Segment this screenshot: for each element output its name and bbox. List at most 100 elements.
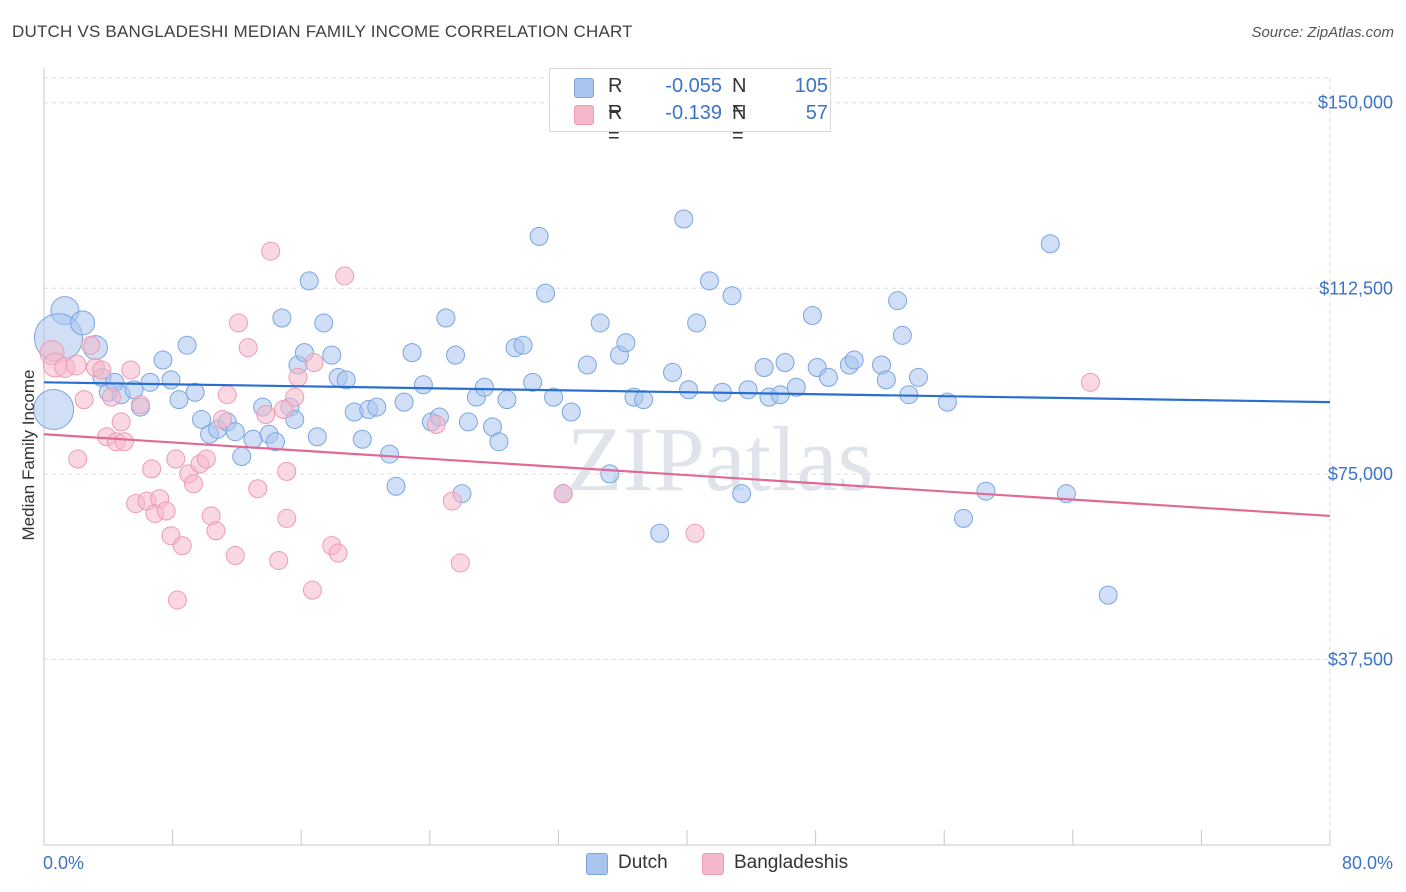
dutch-point — [561, 402, 581, 422]
dutch-point — [754, 357, 774, 377]
dutch-point — [650, 523, 670, 543]
dutch-point — [272, 308, 292, 328]
y-tick-label: $37,500 — [1328, 649, 1393, 669]
bangladeshi-point — [121, 360, 141, 380]
dutch-point — [192, 409, 212, 429]
bangladeshi-point — [65, 354, 87, 376]
y-tick-labels: $150,000 $112,500 $75,000 $37,500 — [1318, 93, 1393, 670]
dutch-point — [888, 291, 908, 311]
x-tick-label: 80.0% — [1342, 853, 1393, 873]
dutch-point — [413, 375, 433, 395]
r-value: -0.139 — [665, 102, 722, 124]
trend-lines — [43, 381, 1331, 518]
dutch-points — [33, 209, 1118, 605]
bangladeshi-point — [335, 266, 355, 286]
dutch-point — [523, 372, 543, 392]
bangladeshi-point — [142, 459, 162, 479]
bangladeshi-point — [111, 412, 131, 432]
bangladeshi-point — [685, 523, 705, 543]
bangladeshi-point — [114, 432, 134, 452]
dutch-point — [352, 429, 372, 449]
dutch-trend-line — [43, 381, 1331, 404]
dutch-point — [937, 392, 957, 412]
bangladeshi-point — [212, 409, 232, 429]
dutch-point — [140, 372, 160, 392]
dutch-point — [489, 432, 509, 452]
dutch-point — [786, 377, 806, 397]
y-tick-label: $75,000 — [1328, 464, 1393, 484]
dutch-point — [616, 333, 636, 353]
dutch-point — [722, 286, 742, 306]
dutch-point — [687, 313, 707, 333]
bangladeshi-point — [277, 508, 297, 528]
chart-title: DUTCH VS BANGLADESHI MEDIAN FAMILY INCOM… — [12, 22, 633, 41]
dutch-point — [908, 367, 928, 387]
dutch-point — [1098, 585, 1118, 605]
bangladeshi-point — [248, 479, 268, 499]
bangladeshi-trend-line — [43, 433, 1331, 518]
dutch-point — [336, 370, 356, 390]
dutch-point — [976, 481, 996, 501]
axes — [43, 68, 1331, 846]
dutch-point — [953, 508, 973, 528]
legend-label: Bangladeshis — [734, 852, 849, 873]
bangladeshi-point — [74, 390, 94, 410]
dutch-point — [600, 464, 620, 484]
bangladeshi-point — [1080, 372, 1100, 392]
bangladeshi-point — [426, 414, 446, 434]
bangladeshi-point — [304, 353, 324, 373]
bangladeshi-point — [277, 461, 297, 481]
dutch-point — [674, 209, 694, 229]
bangladeshi-point — [156, 501, 176, 521]
dutch-point — [513, 335, 533, 355]
r-label: R = — [608, 102, 623, 147]
legend-label: Dutch — [618, 852, 668, 873]
dutch-point — [232, 447, 252, 467]
r-label: R = — [608, 75, 623, 120]
bangladeshi-point — [442, 491, 462, 511]
dutch-point — [536, 283, 556, 303]
dutch-point — [679, 380, 699, 400]
series-legend: Dutch Bangladeshis — [0, 852, 1406, 878]
dutch-point — [367, 397, 387, 417]
dutch-point — [322, 345, 342, 365]
bangladeshi-point — [229, 313, 249, 333]
bangladeshi-point — [225, 546, 245, 566]
bangladeshi-point — [238, 338, 258, 358]
dutch-point — [402, 343, 422, 363]
bangladeshi-point — [285, 387, 305, 407]
bangladeshi-point — [196, 449, 216, 469]
dutch-point — [299, 271, 319, 291]
dutch-point — [529, 226, 549, 246]
dutch-point — [458, 412, 478, 432]
dutch-point — [185, 382, 205, 402]
bangladeshi-point — [274, 400, 294, 420]
dutch-point — [700, 271, 720, 291]
bangladeshi-point — [256, 404, 276, 424]
dutch-point — [844, 350, 864, 370]
dutch-point — [177, 335, 197, 355]
dutch-point — [394, 392, 414, 412]
bangladeshi-point — [288, 367, 308, 387]
bangladeshi-swatch — [574, 105, 594, 125]
x-tick-label: 0.0% — [43, 853, 84, 873]
y-axis-title: Median Family Income — [19, 369, 38, 540]
bangladeshi-point — [102, 387, 122, 407]
bangladeshi-point — [172, 536, 192, 556]
dutch-point — [265, 432, 285, 452]
dutch-point — [577, 355, 597, 375]
watermark: ZIPatlas — [567, 408, 874, 510]
dutch-point — [307, 427, 327, 447]
bangladeshi-point — [166, 449, 186, 469]
bangladeshi-point — [302, 580, 322, 600]
n-label: N = — [732, 75, 747, 120]
dutch-point — [386, 476, 406, 496]
n-value: 57 — [805, 102, 828, 124]
source-label: Source: ZipAtlas.com — [1251, 24, 1394, 41]
dutch-point — [732, 484, 752, 504]
x-tick-labels: 0.0% 80.0% — [43, 853, 1393, 873]
dutch-point — [169, 390, 189, 410]
bangladeshi-point — [261, 241, 281, 261]
bangladeshi-point — [167, 590, 187, 610]
